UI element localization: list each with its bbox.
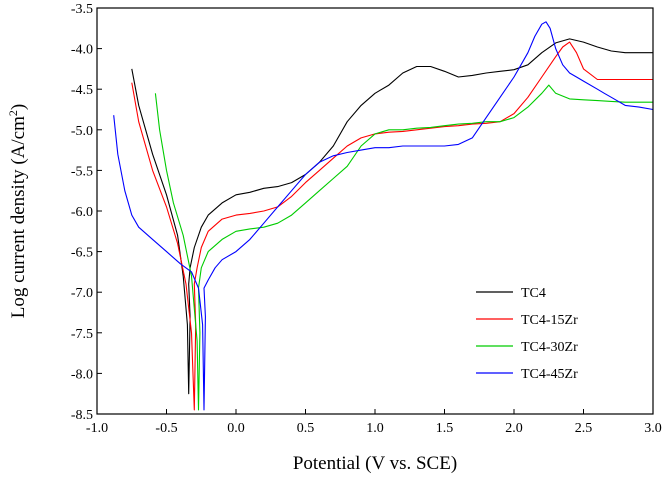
y-tick-label: -8.5 [71,408,93,423]
legend-label-3: TC4-30Zr [521,340,578,355]
y-tick-label: -5.0 [71,124,93,139]
series-line-2 [131,41,653,411]
y-tick-label: -3.5 [71,2,93,17]
legend-label-2: TC4-15Zr [521,313,578,328]
y-tick-label: -6.5 [71,246,93,261]
legend-label-4: TC4-45Zr [521,367,578,382]
x-tick-label: 2.0 [505,421,523,436]
y-tick-label: -4.5 [71,83,93,98]
x-tick-label: -1.0 [86,421,108,436]
x-tick-label: 3.0 [644,421,662,436]
x-tick-label: 1.5 [436,421,454,436]
x-axis-title: Potential (V vs. SCE) [293,453,457,474]
y-tick-label: -7.0 [71,286,93,301]
x-tick-label: 2.5 [575,421,593,436]
series-line-1 [131,38,653,395]
series-line-4 [113,21,654,411]
y-tick-label: -6.0 [71,205,93,220]
tick-layer: -1.0 -0.5 0.0 0.5 1.0 1.5 2.0 2.5 3.0 -3.5 -4.0 -4.… [71,2,662,436]
legend-label-1: TC4 [521,286,546,301]
y-tick-label: -7.5 [71,327,93,342]
y-axis-title: Log current density (A/cm2) [6,104,29,318]
x-tick-label: 0.5 [297,421,315,436]
y-tick-label: -4.0 [71,43,93,58]
series-layer [113,21,654,411]
x-tick-label: 0.0 [227,421,245,436]
y-tick-label: -8.0 [71,367,93,382]
legend: TC4 TC4-15Zr TC4-30Zr TC4-45Zr [476,286,578,382]
x-tick-label: 1.0 [366,421,384,436]
series-line-3 [154,84,653,411]
x-tick-label: -0.5 [155,421,177,436]
y-tick-label: -5.5 [71,164,93,179]
